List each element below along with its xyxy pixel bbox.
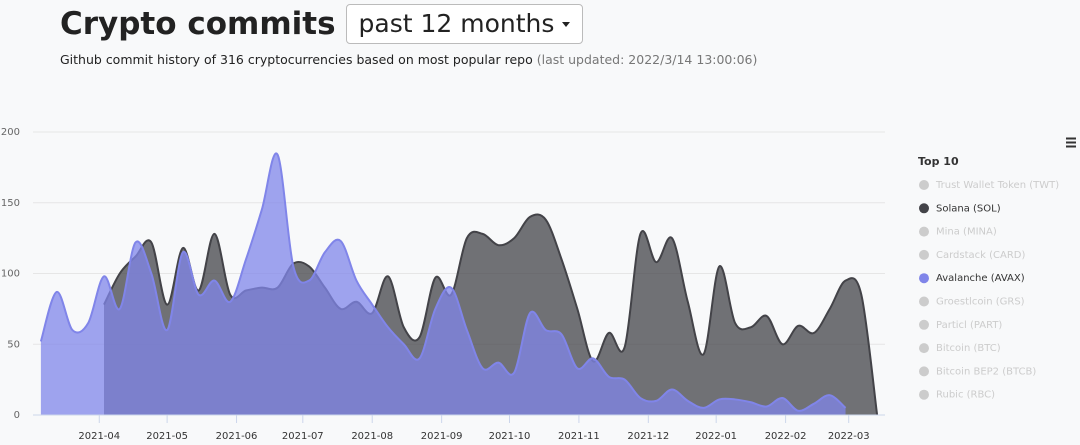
y-tick-label: 100 xyxy=(1,269,20,280)
y-tick-label: 0 xyxy=(14,410,20,421)
legend-label[interactable]: Bitcoin BEP2 (BTCB) xyxy=(936,366,1036,377)
line xyxy=(103,213,879,416)
header: Crypto commits past 12 months xyxy=(60,4,584,44)
legend-item[interactable]: Mina (MINA) xyxy=(919,226,997,238)
legend-marker[interactable] xyxy=(919,296,929,307)
area xyxy=(40,153,846,416)
legend-item[interactable]: Trust Wallet Token (TWT) xyxy=(919,180,1059,191)
legend-marker[interactable] xyxy=(919,319,929,330)
x-tick-label: 2021-04 xyxy=(78,431,120,442)
legend-item[interactable]: Solana (SOL) xyxy=(919,203,1001,214)
x-tick-label: 2021-05 xyxy=(146,431,188,442)
legend-label[interactable]: Solana (SOL) xyxy=(936,203,1001,214)
subtitle: Github commit history of 316 cryptocurre… xyxy=(60,52,757,67)
legend-item[interactable]: Particl (PART) xyxy=(919,319,1002,331)
legend-label[interactable]: Cardstack (CARD) xyxy=(936,250,1025,261)
legend-label[interactable]: Avalanche (AVAX) xyxy=(936,273,1025,284)
last-updated: (last updated: 2022/3/14 13:00:06) xyxy=(536,52,758,67)
y-tick-label: 200 xyxy=(1,127,20,138)
x-tick-label: 2021-06 xyxy=(216,431,258,442)
legend-label[interactable]: Groestlcoin (GRS) xyxy=(936,297,1025,308)
legend-item[interactable]: Avalanche (AVAX) xyxy=(919,273,1025,284)
legend-item[interactable]: Groestlcoin (GRS) xyxy=(919,296,1025,308)
y-tick-label: 50 xyxy=(7,339,20,350)
legend-marker[interactable] xyxy=(919,389,929,400)
legend-label[interactable]: Mina (MINA) xyxy=(936,227,997,238)
legend-label[interactable]: Particl (PART) xyxy=(936,320,1002,331)
legend-item[interactable]: Bitcoin (BTC) xyxy=(919,343,1001,354)
x-tick-label: 2022-03 xyxy=(828,431,870,442)
legend-label[interactable]: Rubic (RBC) xyxy=(936,390,995,401)
x-tick-label: 2021-07 xyxy=(282,431,324,442)
legend-label[interactable]: Bitcoin (BTC) xyxy=(936,343,1001,354)
legend-item[interactable]: Bitcoin BEP2 (BTCB) xyxy=(919,366,1036,377)
subtitle-text: Github commit history of 316 cryptocurre… xyxy=(60,52,533,67)
x-tick-label: 2022-02 xyxy=(765,431,807,442)
page-title: Crypto commits xyxy=(60,6,336,42)
legend-item[interactable]: Rubic (RBC) xyxy=(919,389,995,401)
legend-marker[interactable] xyxy=(919,226,929,237)
legend-item[interactable]: Cardstack (CARD) xyxy=(919,249,1025,261)
range-label[interactable]: past 12 months xyxy=(358,8,555,38)
x-tick-label: 2021-08 xyxy=(351,431,393,442)
legend-marker[interactable] xyxy=(919,366,929,377)
x-tick-label: 2022-01 xyxy=(695,431,737,442)
caret[interactable] xyxy=(562,22,571,27)
legend-label[interactable]: Trust Wallet Token (TWT) xyxy=(935,180,1059,191)
legend-marker[interactable] xyxy=(919,180,929,190)
x-tick-label: 2021-10 xyxy=(489,431,531,442)
legend-marker[interactable] xyxy=(919,203,929,214)
range-dropdown[interactable]: past 12 months xyxy=(345,4,584,44)
legend-marker[interactable] xyxy=(919,343,929,354)
legend-title: Top 10 xyxy=(918,155,959,168)
menu-button[interactable] xyxy=(1064,136,1076,150)
line xyxy=(39,152,847,412)
y-tick-label: 150 xyxy=(1,198,20,209)
legend-marker[interactable] xyxy=(919,273,929,284)
x-tick-label: 2021-09 xyxy=(421,431,463,442)
legend-marker[interactable] xyxy=(919,249,929,260)
x-tick-label: 2021-12 xyxy=(627,431,669,442)
x-tick-label: 2021-11 xyxy=(558,431,600,442)
